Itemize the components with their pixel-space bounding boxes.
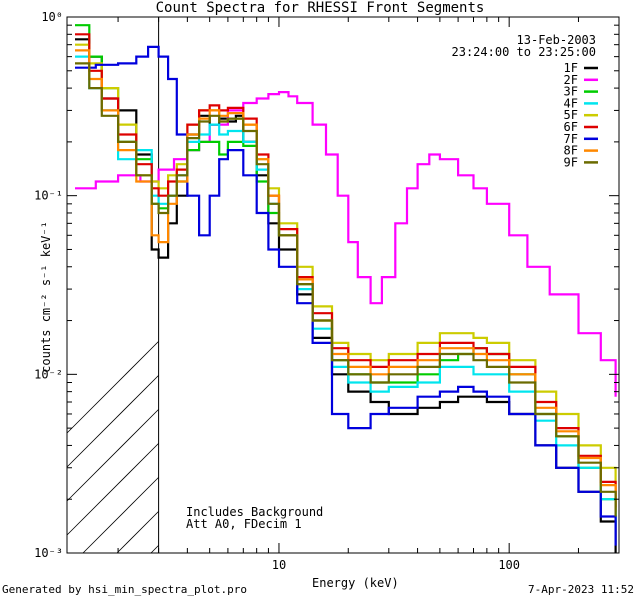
observation-date: 13-Feb-2003 xyxy=(516,33,596,47)
series-line-9F xyxy=(75,62,617,517)
generated-by-footer: Generated by hsi_min_spectra_plot.pro xyxy=(2,583,248,596)
observation-time-range: 23:24:00 to 23:25:00 xyxy=(451,45,597,59)
hatch-line xyxy=(150,545,159,554)
y-axis-label: counts cm⁻² s⁻¹ keV⁻¹ xyxy=(38,221,53,373)
hatch-line xyxy=(66,409,159,502)
legend-label-9F: 9F xyxy=(564,155,578,169)
legend-label-8F: 8F xyxy=(564,144,578,158)
legend-label-6F: 6F xyxy=(564,120,578,134)
hatch-line xyxy=(66,443,159,536)
series-line-4F xyxy=(75,55,617,527)
timestamp-footer: 7-Apr-2023 11:52 xyxy=(528,583,634,596)
legend-label-2F: 2F xyxy=(564,73,578,87)
legend-label-1F: 1F xyxy=(564,61,578,75)
annotation-background: Includes Background xyxy=(186,505,324,519)
legend-label-4F: 4F xyxy=(564,96,578,110)
hatch-line xyxy=(116,511,159,554)
legend-label-5F: 5F xyxy=(564,108,578,122)
legend-label-3F: 3F xyxy=(564,85,578,99)
x-tick-label: 10 xyxy=(272,558,286,572)
y-tick-label: 10⁻² xyxy=(34,367,63,381)
x-axis-label: Energy (keV) xyxy=(312,576,399,590)
x-tick-label: 100 xyxy=(498,558,520,572)
shaded-background-region xyxy=(66,17,160,554)
series-line-1F xyxy=(75,38,617,553)
series-line-7F xyxy=(75,45,617,546)
y-tick-label: 10⁰ xyxy=(41,10,63,24)
hatch-line xyxy=(82,477,159,554)
series-line-2F xyxy=(75,91,617,397)
y-tick-label: 10⁻³ xyxy=(34,546,63,560)
chart-title: Count Spectra for RHESSI Front Segments xyxy=(155,0,485,16)
annotation-attenuator: Att A0, FDecim 1 xyxy=(186,517,302,531)
series-group xyxy=(75,24,617,553)
hatch-line xyxy=(66,341,159,434)
axis-ticks: 10 100 10⁻³ 10⁻² 10⁻¹ 10⁰ xyxy=(34,10,620,572)
y-tick-label: 10⁻¹ xyxy=(34,189,63,203)
legend-label-7F: 7F xyxy=(564,132,578,146)
series-line-3F xyxy=(75,24,617,522)
hatch-line xyxy=(66,375,159,468)
plot-frame xyxy=(66,16,620,554)
